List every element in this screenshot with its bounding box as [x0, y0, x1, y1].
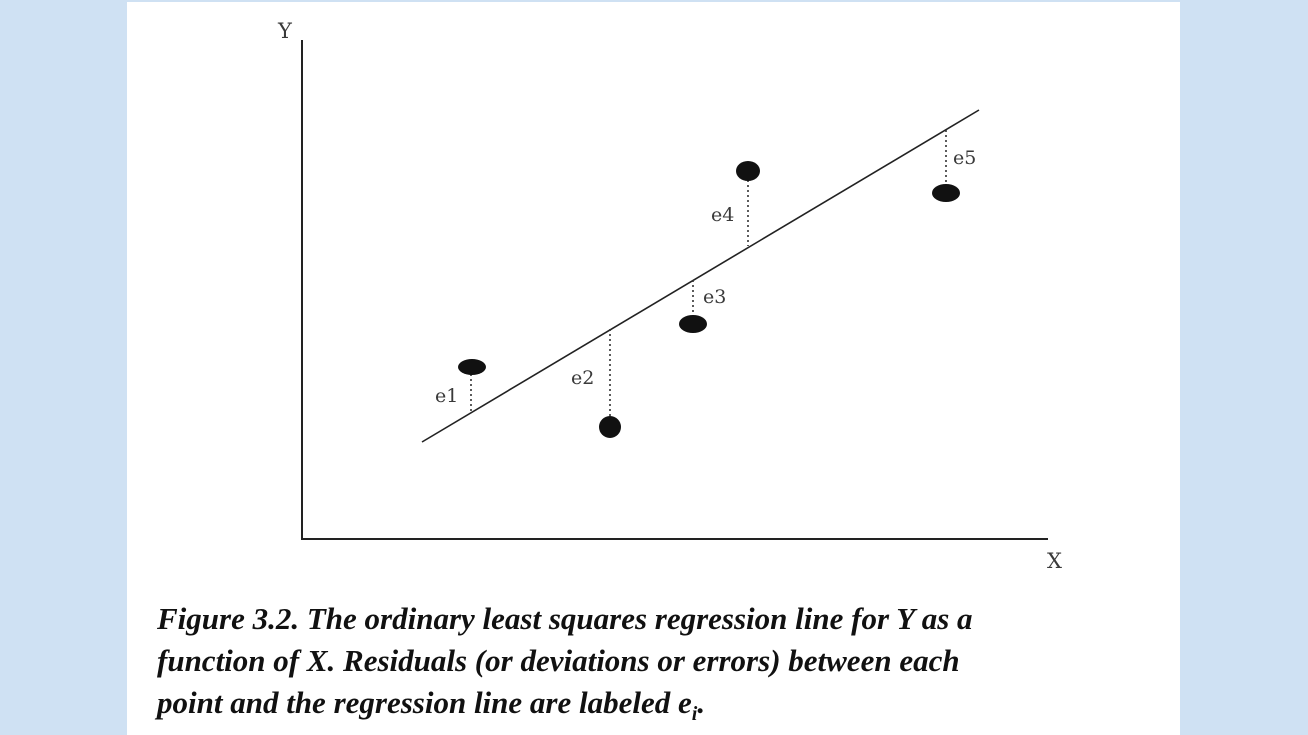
residual-label-e3: e3 — [703, 286, 726, 308]
data-point-4 — [736, 161, 760, 181]
figure-page: Y X e1 e2 e3 e4 e5 Figure 3.2. The ordin… — [127, 2, 1180, 735]
caption-end: . — [697, 685, 706, 720]
data-point-5 — [932, 184, 960, 202]
regression-diagram: Y X e1 e2 e3 e4 e5 — [277, 19, 1062, 573]
residual-label-e5: e5 — [953, 147, 976, 169]
data-point-3 — [679, 315, 707, 333]
caption-line-1: Figure 3.2. The ordinary least squares r… — [157, 601, 973, 636]
figure-caption: Figure 3.2. The ordinary least squares r… — [157, 598, 1157, 735]
regression-line — [421, 109, 980, 443]
data-point-2 — [599, 416, 621, 438]
residual-label-e4: e4 — [711, 204, 734, 226]
caption-line-3: point and the regression line are labele… — [157, 682, 1157, 735]
data-point-1 — [458, 359, 486, 375]
caption-subscript: i — [691, 703, 698, 726]
caption-line-2: function of X. Residuals (or deviations … — [157, 643, 960, 678]
y-axis-label: Y — [277, 19, 293, 43]
caption-line-3-text: point and the regression line are labele… — [157, 685, 692, 720]
residual-label-e2: e2 — [571, 367, 594, 389]
residual-label-e1: e1 — [435, 385, 458, 407]
x-axis-label: X — [1047, 549, 1062, 573]
